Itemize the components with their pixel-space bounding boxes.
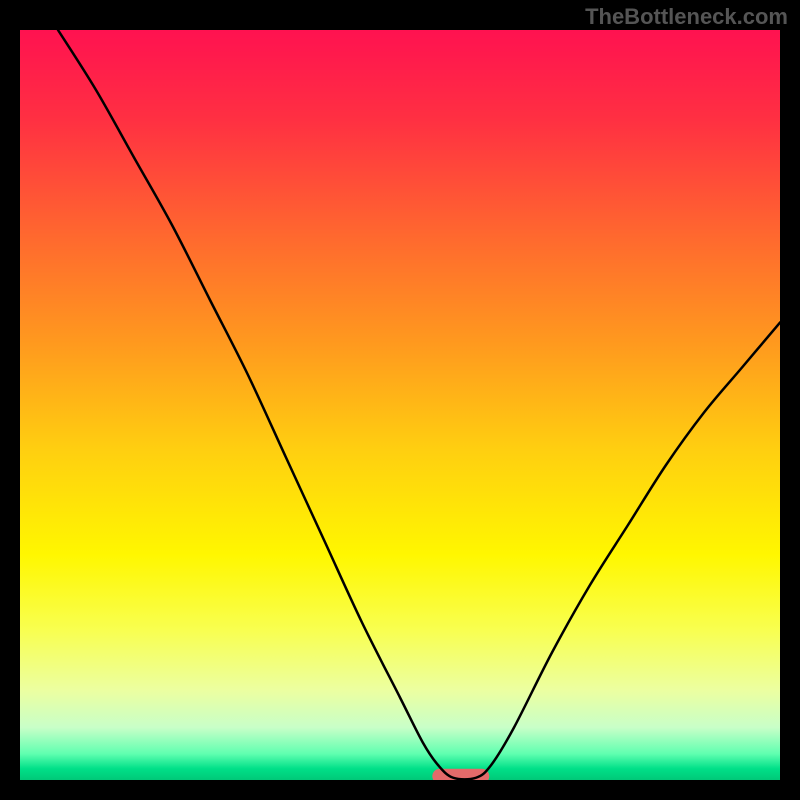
chart-frame: TheBottleneck.com [0,0,800,800]
attribution-text: TheBottleneck.com [585,4,788,30]
bottleneck-chart [20,30,780,780]
plot-area [20,30,780,780]
gradient-background [20,30,780,780]
